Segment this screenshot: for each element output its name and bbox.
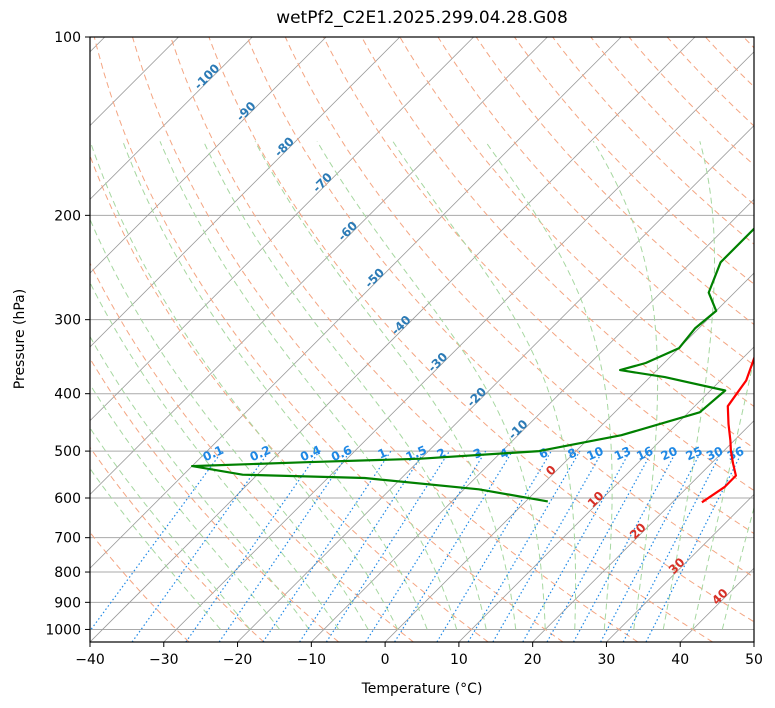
x-tick-label: 20 [524, 652, 542, 668]
mixing-ratio-label: 25 [684, 444, 705, 464]
isotherm-line [90, 37, 253, 200]
dry-adiabat-line [90, 262, 414, 642]
moist-adiabat-line [721, 505, 754, 630]
x-ticks: −40 −30 −20 −10 0 10 20 30 40 50 [75, 642, 763, 668]
x-tick-label: 10 [450, 652, 468, 668]
moist-adiabat-line [90, 281, 340, 630]
isotherm-line [90, 37, 622, 569]
mixing-ratio-label: 10 [585, 444, 606, 464]
y-axis-label: Pressure (hPa) [12, 289, 28, 389]
moist-adiabat-line [662, 141, 715, 630]
mixing-ratio-line [522, 450, 631, 642]
y-tick-label: 500 [54, 444, 81, 460]
mixing-ratio-line [365, 450, 487, 642]
y-tick-label: 300 [54, 313, 81, 329]
moist-adiabat-line [592, 141, 659, 630]
isotherm-line [384, 272, 754, 642]
mixing-ratio-line [185, 450, 320, 642]
y-tick-label: 400 [54, 387, 81, 403]
mixing-ratio-line [218, 450, 351, 642]
moist-adiabat-line [392, 141, 577, 630]
x-tick-label: 0 [381, 652, 390, 668]
moist-adiabat-line [692, 356, 754, 630]
isotherm-line [532, 420, 754, 642]
moist-adiabat-line [316, 141, 546, 630]
plot-frame [89, 36, 755, 643]
x-tick-label: −10 [297, 652, 327, 668]
moist-adiabat-line [90, 335, 310, 630]
x-tick-label: 30 [598, 652, 616, 668]
dewpoint-line [191, 227, 754, 503]
mixing-ratio-label: 30 [704, 444, 725, 464]
mixing-ratio-line [546, 450, 653, 642]
moist-adiabat-line [122, 141, 428, 630]
y-tick-label: 600 [54, 491, 81, 507]
isotherm-line [753, 641, 754, 642]
isotherm-line [163, 51, 754, 642]
mixing-ratio-line [467, 450, 581, 642]
chart-title: wetPf2_C2E1.2025.299.04.28.G08 [276, 8, 568, 28]
dry-adiabat-line [323, 37, 754, 492]
dry-adiabat-line [475, 37, 754, 326]
y-tick-label: 800 [54, 565, 81, 581]
dry-adiabat-line [93, 37, 564, 642]
x-tick-label: 50 [745, 652, 763, 668]
dry-adiabat-line [170, 37, 713, 642]
dry-adiabat-line [437, 37, 754, 366]
mixing-ratio-label: 20 [659, 444, 680, 464]
x-tick-label: −30 [149, 652, 179, 668]
x-axis-label: Temperature (°C) [361, 681, 483, 697]
moist-adiabat-line [90, 141, 399, 630]
x-tick-label: −40 [75, 652, 105, 668]
mixing-ratio-line [325, 450, 451, 642]
moist-adiabat-line [203, 141, 487, 630]
mixing-ratio-line [436, 450, 552, 642]
dry-adiabat-line [246, 37, 754, 578]
y-tick-label: 1000 [45, 622, 81, 638]
mixing-ratio-line [572, 450, 677, 642]
temperature-line [701, 355, 754, 504]
isotherm-line [90, 37, 474, 422]
isotherm-line [606, 493, 754, 642]
dry-adiabat-line [513, 37, 754, 285]
plot-area [90, 37, 754, 642]
mixing-ratio-label: 13 [612, 444, 633, 464]
dry-adiabat-line [284, 37, 754, 535]
moist-adiabat-line [159, 141, 458, 630]
moist-adiabat-line [90, 427, 251, 630]
moist-adiabat-line [484, 141, 613, 630]
y-tick-label: 100 [54, 30, 81, 46]
moist-adiabat-line [90, 218, 369, 630]
isotherm-line [90, 37, 548, 496]
moist-adiabat-line [90, 383, 280, 630]
x-tick-label: 40 [671, 652, 689, 668]
isotherm-line [90, 37, 327, 274]
dry-adiabat-line [90, 446, 265, 642]
isotherm-line [458, 346, 754, 642]
dry-adiabat-line [90, 357, 339, 642]
profile-series [191, 227, 754, 504]
isotherm-line [237, 124, 754, 642]
mixing-ratio-line [492, 450, 604, 642]
background-lines [90, 37, 754, 642]
mixing-ratio-line [394, 450, 513, 642]
dry-adiabat-line [132, 37, 639, 642]
dry-adiabat-line [208, 37, 754, 623]
isotherm-line [90, 37, 696, 642]
dry-adiabat-line [399, 37, 754, 408]
x-tick-label: −20 [223, 652, 253, 668]
mixing-ratio-label: 16 [634, 444, 655, 464]
isotherm-line [90, 37, 401, 348]
y-ticks: 100 200 300 400 500 600 700 800 900 1000 [45, 30, 90, 638]
y-tick-label: 700 [54, 531, 81, 547]
moist-adiabat-line [90, 467, 221, 630]
y-tick-label: 200 [54, 208, 81, 224]
y-tick-label: 900 [54, 595, 81, 611]
